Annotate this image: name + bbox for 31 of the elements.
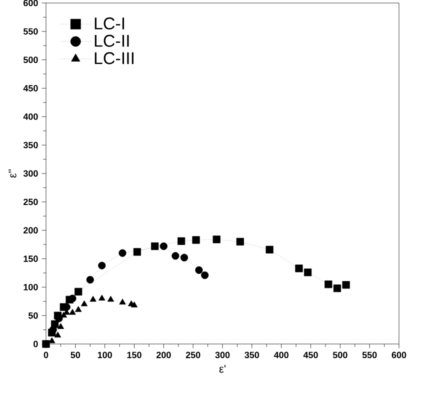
x-tick-label: 400 bbox=[274, 352, 288, 358]
y-tick-label: 0 bbox=[34, 340, 38, 348]
legend-label: LC-II bbox=[94, 34, 129, 47]
y-tick-label: 200 bbox=[24, 227, 38, 234]
y-tick-label: 50 bbox=[28, 312, 38, 319]
x-tick-label: 200 bbox=[156, 352, 171, 358]
y-tick-label: 300 bbox=[23, 170, 38, 177]
y-tick-label: 450 bbox=[23, 85, 38, 92]
x-tick-label: 600 bbox=[392, 352, 406, 358]
y-tick-label: 100 bbox=[24, 284, 38, 290]
y-tick-label: 500 bbox=[23, 56, 38, 64]
x-tick-label: 500 bbox=[332, 352, 348, 358]
x-tick-label: 300 bbox=[215, 352, 230, 358]
x-tick-label: 100 bbox=[98, 352, 112, 358]
x-tick-label: 450 bbox=[303, 352, 318, 358]
legend-label: LC-I bbox=[94, 17, 124, 30]
x-axis-title: ε' bbox=[219, 365, 226, 373]
x-tick-label: 250 bbox=[186, 352, 200, 358]
y-axis-title: ε'' bbox=[8, 169, 16, 178]
y-tick-label: 250 bbox=[24, 198, 38, 206]
x-tick-label: 150 bbox=[127, 352, 142, 358]
x-tick-label: 50 bbox=[70, 352, 80, 358]
y-tick-label: 150 bbox=[24, 256, 38, 262]
y-tick-label: 550 bbox=[23, 28, 38, 35]
y-tick-label: 600 bbox=[24, 0, 38, 6]
x-tick-label: 0 bbox=[44, 352, 48, 358]
x-tick-label: 350 bbox=[244, 352, 260, 358]
legend-label: LC-III bbox=[94, 52, 134, 64]
y-tick-label: 400 bbox=[23, 113, 38, 120]
y-tick-label: 350 bbox=[23, 142, 38, 148]
x-tick-label: 550 bbox=[362, 352, 377, 358]
